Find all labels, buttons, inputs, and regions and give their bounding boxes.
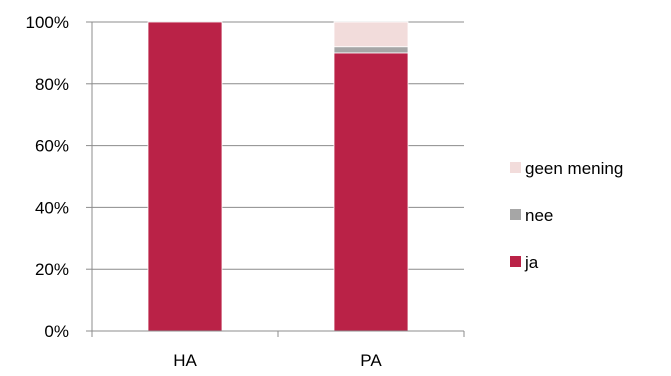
legend-swatch-nee	[510, 209, 521, 220]
bar-segment-pa-geen-mening	[333, 21, 409, 48]
x-tick-label: PA	[360, 351, 382, 370]
y-tick-label: 60%	[35, 137, 69, 156]
x-tick-labels: HA PA	[173, 351, 382, 370]
legend-swatch-geen-mening	[510, 162, 521, 173]
legend-label: geen mening	[525, 159, 623, 178]
bar-segment-pa-nee	[333, 46, 409, 54]
y-tick-labels: 0% 20% 40% 60% 80% 100%	[26, 13, 69, 341]
axes	[86, 21, 465, 337]
y-tick-label: 80%	[35, 75, 69, 94]
y-tick-label: 0%	[44, 322, 69, 341]
y-tick-label: 100%	[26, 13, 69, 32]
bar-segment-pa-ja	[333, 52, 409, 332]
y-tick-label: 40%	[35, 198, 69, 217]
legend-label: ja	[524, 253, 539, 272]
legend-label: nee	[525, 206, 553, 225]
legend: geen mening nee ja	[510, 159, 623, 272]
bar-segment-ha-ja	[147, 21, 223, 332]
y-tick-label: 20%	[35, 260, 69, 279]
bars	[147, 21, 409, 332]
legend-swatch-ja	[510, 256, 521, 267]
x-tick-label: HA	[173, 351, 197, 370]
